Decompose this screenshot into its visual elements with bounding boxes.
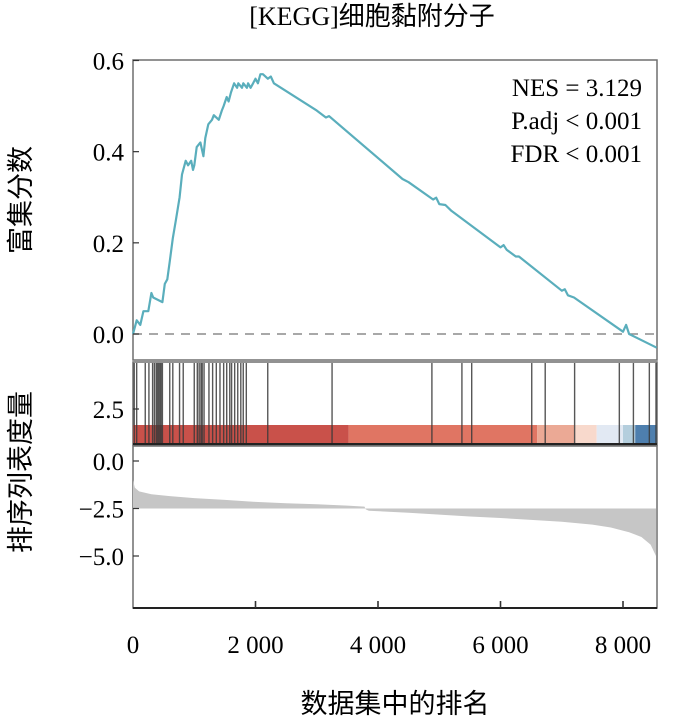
color-strip-segment bbox=[635, 425, 657, 444]
hits-ytick-label: 2.5 bbox=[93, 397, 124, 424]
enrichment-ytick-label: 0.2 bbox=[93, 231, 124, 258]
color-strip-segment bbox=[623, 425, 636, 444]
color-strip-segment bbox=[596, 425, 623, 444]
fdr-annotation: FDR < 0.001 bbox=[511, 141, 642, 168]
enrichment-score-line bbox=[131, 73, 658, 349]
x-tick-label: 8 000 bbox=[595, 632, 651, 659]
hits-panel: 2.5 bbox=[93, 361, 658, 446]
x-tick-label: 0 bbox=[127, 632, 140, 659]
x-axis-label: 数据集中的排名 bbox=[301, 689, 490, 719]
ranked-metric-ytick-label: −5.0 bbox=[79, 544, 124, 571]
enrichment-ytick-label: 0.4 bbox=[93, 140, 125, 167]
padj-annotation: P.adj < 0.001 bbox=[511, 108, 642, 135]
chart-title: [KEGG]细胞黏附分子 bbox=[249, 2, 495, 31]
ranked-metric-ytick-label: 0.0 bbox=[93, 449, 124, 476]
x-tick-label: 2 000 bbox=[227, 632, 283, 659]
color-strip-segment bbox=[537, 425, 574, 444]
ranked-metric-panel: 0.0 −2.5 −5.0 0 2 000 4 000 6 000 8 000 排序列表度量 bbox=[6, 391, 658, 659]
enrichment-ytick-label: 0.0 bbox=[93, 322, 124, 349]
ranked-metric-ylabel: 排序列表度量 bbox=[6, 391, 36, 553]
enrichment-panel: 0.0 0.2 0.4 0.6 NES = 3.129 P.adj < 0.001 F… bbox=[6, 49, 658, 361]
enrichment-ytick-label: 0.6 bbox=[93, 49, 124, 76]
color-strip-segment bbox=[348, 425, 538, 444]
x-tick-label: 6 000 bbox=[472, 632, 528, 659]
color-strip-segment bbox=[574, 425, 597, 444]
ranked-metric-frame bbox=[132, 445, 658, 609]
x-tick-label: 4 000 bbox=[350, 632, 406, 659]
ranked-metric-area bbox=[133, 480, 656, 556]
enrichment-ylabel: 富集分数 bbox=[6, 146, 36, 254]
ranked-metric-ytick-label: −2.5 bbox=[79, 497, 124, 524]
enrichment-frame bbox=[132, 59, 658, 361]
nes-annotation: NES = 3.129 bbox=[512, 75, 642, 102]
